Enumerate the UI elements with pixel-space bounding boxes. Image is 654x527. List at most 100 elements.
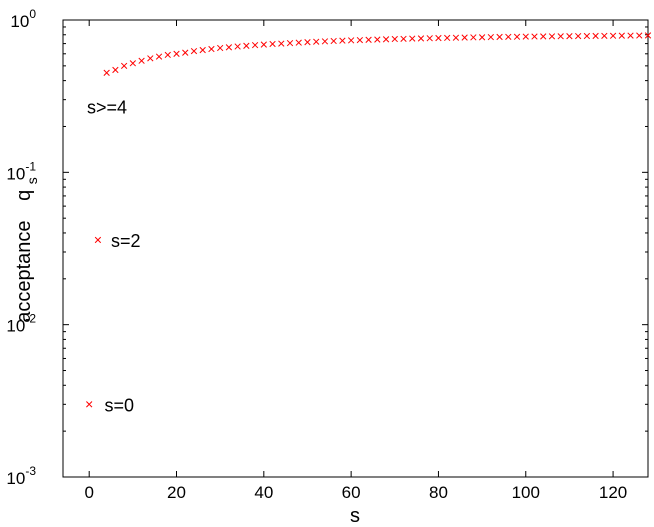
marker-stroke: [644, 32, 652, 39]
data-point: [444, 34, 451, 42]
data-point: [618, 32, 625, 39]
data-point: [243, 42, 250, 49]
data-point: [251, 41, 259, 49]
data-point: [566, 33, 573, 40]
x-tick-label: 120: [599, 483, 627, 502]
data-point: [356, 36, 364, 44]
marker-stroke: [618, 32, 625, 39]
marker-stroke: [321, 38, 329, 45]
data-point: [94, 236, 102, 244]
marker-stroke: [339, 37, 346, 44]
marker-stroke: [557, 33, 564, 40]
data-point: [199, 46, 206, 54]
data-point: [173, 50, 180, 57]
data-point: [601, 32, 608, 40]
marker-stroke: [365, 36, 372, 43]
marker-stroke: [566, 33, 573, 40]
data-point: [330, 37, 337, 45]
data-point: [522, 33, 529, 40]
data-point: [374, 36, 381, 43]
y-axis-label-group: acceptance q s: [13, 177, 40, 323]
x-tick-label: 0: [84, 483, 93, 502]
data-point: [313, 38, 320, 45]
marker-stroke: [636, 32, 643, 39]
data-point: [548, 33, 556, 40]
marker-stroke: [382, 36, 390, 43]
marker-stroke: [295, 39, 302, 46]
annotation-label: s>=4: [87, 98, 127, 118]
marker-stroke: [164, 51, 171, 59]
data-point: [129, 60, 137, 67]
x-axis: 0 20 40 60 80 100 120: [84, 20, 627, 502]
data-point: [540, 33, 547, 40]
y-axis: 10-3 10-2 10-1 100: [6, 7, 648, 488]
data-point: [426, 35, 433, 42]
data-point: [417, 35, 425, 42]
data-point: [391, 35, 398, 43]
marker-stroke: [601, 32, 608, 40]
marker-stroke: [522, 33, 529, 40]
marker-stroke: [531, 33, 538, 40]
marker-stroke: [94, 236, 102, 244]
data-point: [505, 33, 512, 41]
plot-area-frame: [62, 19, 649, 478]
marker-stroke: [251, 41, 259, 49]
marker-stroke: [574, 32, 582, 40]
y-tick-label: 10-2: [6, 312, 36, 336]
marker-stroke: [138, 57, 145, 64]
data-point: [583, 32, 591, 40]
marker-stroke: [155, 53, 163, 60]
marker-stroke: [470, 34, 477, 41]
data-point: [574, 32, 582, 40]
marker-stroke: [426, 35, 433, 42]
annotation-label: s=2: [111, 231, 141, 251]
annotations: s>=4 s=2 s=0: [87, 98, 141, 416]
marker-stroke: [478, 34, 486, 41]
data-point: [513, 33, 521, 40]
data-point: [138, 57, 145, 64]
data-point: [557, 33, 564, 40]
marker-stroke: [417, 35, 425, 42]
data-point: [217, 44, 224, 52]
marker-stroke: [513, 33, 521, 40]
data-point: [400, 35, 407, 43]
data-point: [609, 32, 617, 39]
data-point: [365, 36, 372, 43]
x-tick-label: 20: [167, 483, 186, 502]
data-point: [461, 34, 468, 41]
marker-stroke: [304, 39, 311, 46]
marker-stroke: [330, 37, 337, 45]
x-tick-label: 100: [512, 483, 540, 502]
marker-stroke: [217, 44, 224, 52]
data-point: [190, 47, 198, 55]
data-markers: [86, 32, 652, 408]
marker-stroke: [112, 66, 119, 74]
data-point: [487, 33, 494, 41]
data-point: [295, 39, 302, 46]
data-point: [339, 37, 346, 44]
y-axis-label-subscript: s: [24, 177, 40, 184]
annotation-label: s=0: [104, 395, 134, 415]
marker-stroke: [400, 35, 407, 43]
marker-stroke: [548, 33, 556, 40]
marker-stroke: [147, 55, 154, 62]
marker-stroke: [182, 49, 189, 56]
marker-stroke: [199, 46, 206, 54]
data-point: [409, 35, 416, 42]
marker-stroke: [347, 37, 355, 44]
marker-stroke: [120, 62, 128, 70]
marker-stroke: [461, 34, 468, 41]
marker-stroke: [86, 401, 93, 408]
data-point: [644, 32, 652, 39]
data-point: [182, 49, 189, 56]
data-point: [382, 36, 390, 43]
marker-stroke: [592, 32, 599, 40]
data-point: [260, 41, 267, 48]
data-point: [86, 401, 93, 408]
data-point: [627, 32, 634, 39]
data-point: [435, 34, 442, 42]
data-point: [112, 66, 119, 74]
marker-stroke: [505, 33, 512, 41]
data-point: [155, 53, 163, 60]
marker-stroke: [234, 43, 241, 50]
